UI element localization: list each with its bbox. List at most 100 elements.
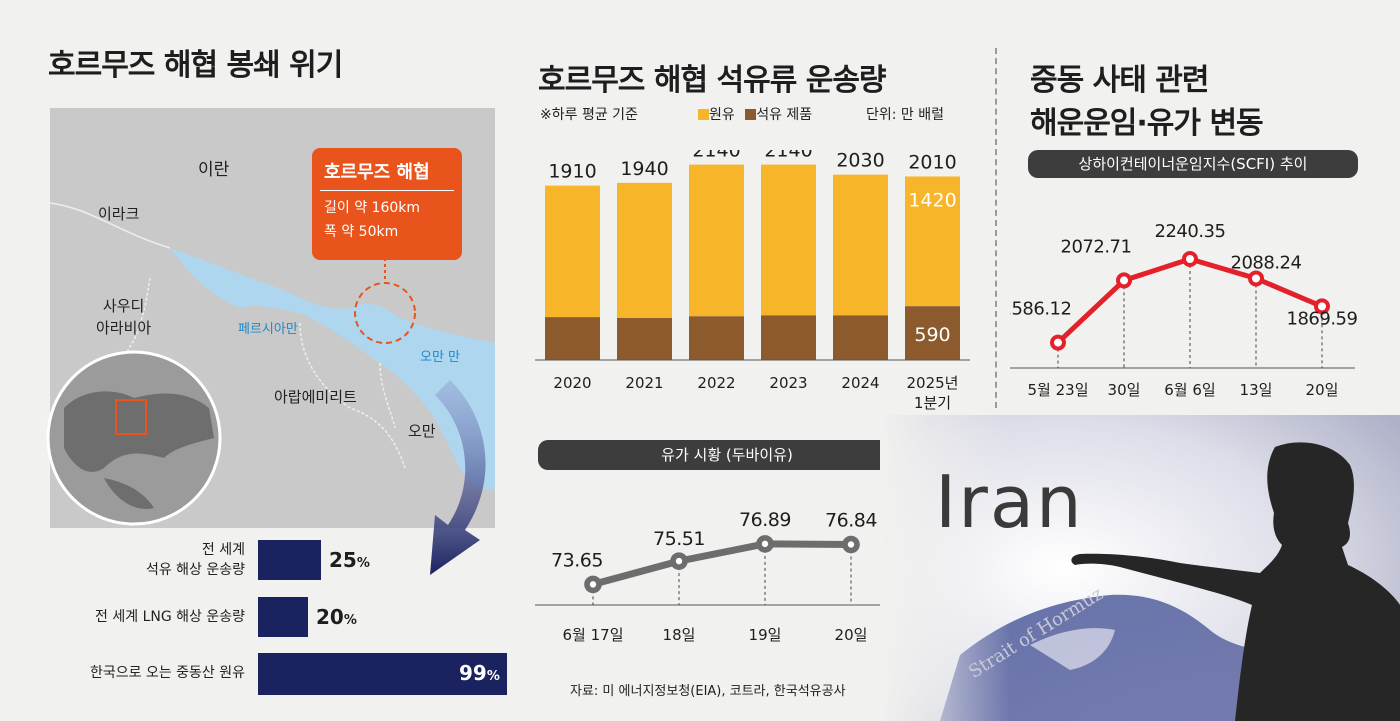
category-label: 20일	[835, 626, 868, 644]
callout-width: 폭 약 50km	[324, 224, 399, 240]
bar-products	[905, 306, 960, 360]
oil-transport-bar-chart: 1910 2020 1940 2021 2140 2022 2140 2023 2030 2024…	[535, 150, 970, 412]
legend-label-crude: 원유	[709, 107, 735, 123]
bar-category-label: 2024	[841, 374, 879, 392]
bar-products	[761, 315, 816, 360]
share-bar-label: 전 세계 석유 해상 운송량	[145, 542, 245, 578]
data-point	[1116, 272, 1132, 289]
person-silhouette	[1071, 442, 1400, 721]
data-point	[756, 535, 774, 553]
bar-category-label: 1분기	[914, 394, 951, 412]
center-unit: 단위: 만 배럴	[866, 107, 945, 123]
center-title: 호르무즈 해협 석유류 운송량	[538, 63, 887, 98]
map-label-gulf-of-oman: 오만 만	[420, 350, 461, 365]
series-line	[592, 540, 852, 588]
share-bar-value: 25%	[329, 548, 370, 572]
value-label: 1586.12	[1010, 299, 1071, 320]
globe-region-marker	[115, 399, 147, 435]
share-bar-label: 한국으로 오는 중동산 원유	[89, 665, 245, 681]
scfi-line-chart: 1586.12 5월 23일 2072.71 30일 2240.35 6월 6일 2088.…	[1010, 221, 1358, 399]
bar-category-label: 2021	[625, 374, 663, 392]
category-label: 20일	[1306, 381, 1339, 399]
data-point	[1248, 270, 1264, 287]
bar-category-label: 2022	[697, 374, 735, 392]
category-label: 18일	[663, 626, 696, 644]
value-label: 2088.24	[1231, 252, 1302, 273]
map-label-oman: 오만	[408, 422, 436, 440]
bar-crude-label: 1420	[908, 189, 956, 211]
scfi-pill: 상하이컨테이너운임지수(SCFI) 추이	[1028, 150, 1358, 178]
data-point	[1314, 298, 1330, 315]
bar-crude	[545, 185, 600, 318]
legend: 원유 석유 제품	[698, 104, 812, 124]
right-title-line1: 중동 사태 관련	[1030, 63, 1209, 98]
data-point	[842, 535, 860, 554]
share-bar	[258, 540, 321, 580]
center-note: ※하루 평균 기준	[540, 107, 638, 123]
bar-crude	[761, 164, 816, 316]
category-label: 30일	[1108, 381, 1141, 399]
bar-category-label: 2023	[769, 374, 807, 392]
share-bar-label: 전 세계 LNG 해상 운송량	[95, 609, 245, 625]
value-label: 73.65	[551, 549, 603, 571]
bar-total-label: 1940	[620, 158, 668, 180]
dubai-price-line-chart: 73.65 6월 17일 75.51 18일 76.89 19일 76.84 20일	[535, 509, 920, 644]
data-point	[1182, 251, 1198, 268]
right-divider	[995, 48, 997, 408]
callout-title: 호르무즈 해협	[320, 148, 454, 191]
data-point	[670, 552, 688, 570]
data-point	[584, 575, 602, 594]
bar-category-label: 2025년	[907, 374, 959, 392]
bar-products-label: 590	[914, 324, 950, 346]
map-label-uae: 아랍에미리트	[274, 388, 357, 406]
right-title-line2: 해운운임·유가 변동	[1030, 106, 1264, 141]
value-label: 76.89	[739, 509, 791, 531]
legend-label-products: 석유 제품	[756, 107, 813, 123]
photo-map-text: Iran	[935, 460, 1084, 544]
bar-crude	[617, 182, 672, 318]
category-label: 6월 6일	[1164, 381, 1215, 399]
bar-category-label: 2020	[553, 374, 591, 392]
bar-crude	[833, 174, 888, 316]
oil-price-pill: 유가 시황 (두바이유)	[538, 440, 916, 470]
category-label: 19일	[749, 626, 782, 644]
hormuz-callout: 호르무즈 해협 길이 약 160km 폭 약 50km	[312, 148, 462, 260]
share-bar-value: 99%	[459, 661, 500, 685]
bar-crude	[905, 176, 960, 307]
value-label: 2072.71	[1061, 236, 1132, 257]
bar-total-label: 2010	[908, 151, 956, 173]
category-label: 13일	[1240, 381, 1273, 399]
value-label: 76.84	[825, 510, 877, 532]
photo-iran-map	[880, 415, 1400, 721]
bar-products	[617, 318, 672, 360]
share-bar	[258, 597, 308, 637]
map-label-iran: 이란	[198, 160, 230, 180]
legend-swatch-products	[745, 109, 757, 120]
bar-total-label: 2140	[764, 150, 812, 162]
bar-crude	[689, 164, 744, 317]
value-label: 2240.35	[1155, 221, 1226, 242]
globe-inset	[46, 350, 222, 526]
data-point	[1050, 334, 1066, 351]
map-label-iraq: 이라크	[98, 205, 140, 223]
bar-total-label: 2140	[692, 150, 740, 162]
callout-length: 길이 약 160km	[324, 200, 421, 216]
curved-arrow	[430, 380, 486, 575]
bar-products	[545, 317, 600, 360]
bar-total-label: 1910	[548, 161, 596, 183]
map-label-persian-gulf: 페르시아만	[238, 322, 298, 337]
value-label: 1869.59	[1287, 308, 1358, 329]
bar-total-label: 2030	[836, 150, 884, 172]
left-title: 호르무즈 해협 봉쇄 위기	[48, 48, 343, 83]
category-label: 5월 23일	[1028, 381, 1089, 399]
map-label-saudi: 사우디 아라비아	[96, 297, 152, 337]
share-bar-value: 20%	[316, 605, 357, 629]
value-label: 75.51	[653, 528, 705, 550]
source-note: 자료: 미 에너지정보청(EIA), 코트라, 한국석유공사	[570, 684, 846, 699]
bar-products	[833, 315, 888, 360]
bar-products	[689, 316, 744, 360]
legend-swatch-crude	[698, 109, 709, 120]
category-label: 6월 17일	[563, 626, 624, 644]
share-bar	[258, 653, 507, 695]
